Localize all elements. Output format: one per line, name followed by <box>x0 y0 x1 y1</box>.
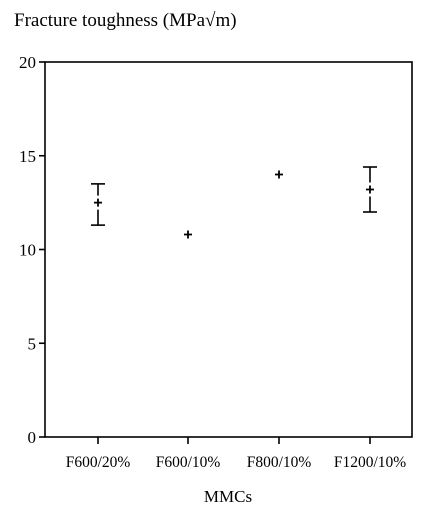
x-axis-ticks: F600/20% F600/10% F800/10% F1200/10% <box>66 437 406 471</box>
y-tick-label: 0 <box>28 428 37 447</box>
y-tick-label: 15 <box>19 147 36 166</box>
x-tick-label: F600/10% <box>156 454 221 471</box>
y-tick-label: 5 <box>28 334 37 353</box>
data-point <box>275 170 283 179</box>
x-axis-label: MMCs <box>204 487 252 506</box>
x-tick-label: F600/20% <box>66 454 131 471</box>
data-point <box>363 166 377 213</box>
data-point <box>184 230 192 239</box>
y-axis-ticks: 0 5 10 15 20 <box>19 53 45 447</box>
y-axis-label: Fracture toughness (MPa√m) <box>14 10 237 31</box>
data-points <box>91 166 377 239</box>
y-tick-label: 10 <box>19 241 36 260</box>
plot-frame <box>44 61 413 438</box>
data-point <box>91 183 105 226</box>
x-tick-label: F800/10% <box>247 454 312 471</box>
x-tick-label: F1200/10% <box>334 454 406 471</box>
y-tick-label: 20 <box>19 53 36 72</box>
